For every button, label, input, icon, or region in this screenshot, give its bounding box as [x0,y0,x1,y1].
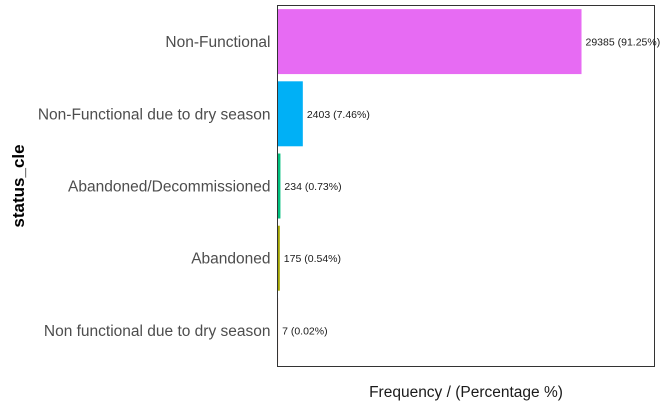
category-label-1: Non-Functional [165,34,270,51]
bar-3 [278,153,281,219]
data-label-4: 175 (0.54%) [284,253,341,265]
bar-4 [278,225,280,291]
data-label-5: 7 (0.02%) [282,325,328,337]
labels-layer: Non-Functional 29385 (91.25%) Non-Function… [38,34,660,340]
bars-layer [278,9,582,363]
x-axis-title: Frequency / (Percentage %) [369,384,563,401]
category-label-2: Non-Functional due to dry season [38,106,271,123]
data-label-2: 2403 (7.46%) [307,109,370,121]
category-label-3: Abandoned/Decommissioned [68,179,270,196]
data-label-1: 29385 (91.25%) [586,37,661,49]
data-label-3: 234 (0.73%) [284,181,341,193]
bar-2 [278,81,303,147]
bar-1 [278,9,582,75]
category-label-4: Abandoned [191,251,270,268]
category-label-5: Non functional due to dry season [44,323,271,340]
y-axis-title: status_cle [9,144,28,227]
